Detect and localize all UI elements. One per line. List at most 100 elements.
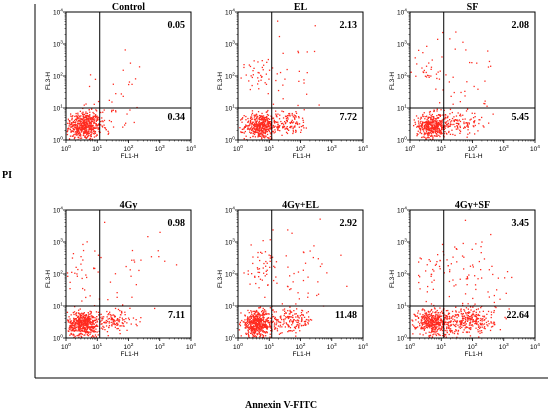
data-point: [97, 127, 99, 129]
data-point: [260, 129, 263, 131]
data-point: [258, 126, 260, 128]
data-point: [439, 70, 441, 72]
data-point: [302, 119, 304, 121]
data-point: [93, 115, 95, 117]
data-point: [94, 114, 97, 117]
data-point: [90, 134, 92, 136]
data-point: [298, 80, 300, 82]
data-point: [426, 264, 428, 266]
data-point: [469, 132, 471, 134]
data-point: [92, 327, 94, 329]
data-point: [68, 123, 71, 125]
data-point: [84, 329, 86, 331]
data-point: [483, 326, 486, 328]
data-point: [76, 275, 78, 277]
data-point: [247, 319, 249, 322]
data-point: [437, 123, 440, 126]
data-point: [90, 117, 92, 119]
data-point: [258, 330, 260, 332]
data-point: [256, 324, 258, 326]
data-point: [310, 319, 313, 321]
data-point: [250, 132, 252, 134]
data-point: [419, 333, 421, 335]
data-point: [262, 319, 264, 321]
data-point: [101, 316, 103, 318]
data-point: [118, 321, 120, 323]
data-point: [436, 121, 438, 123]
data-point: [251, 326, 253, 328]
data-point: [79, 314, 81, 316]
data-point: [93, 113, 95, 115]
data-point: [84, 328, 86, 331]
data-point: [443, 133, 445, 135]
data-point: [258, 321, 260, 324]
data-point: [258, 114, 261, 117]
data-point: [249, 321, 251, 324]
data-point: [431, 308, 433, 311]
data-point: [103, 326, 105, 328]
y-tick-label: 100: [225, 334, 235, 343]
data-point: [247, 309, 249, 312]
data-point: [450, 323, 452, 326]
data-point: [261, 76, 263, 78]
data-point: [258, 125, 260, 127]
data-point: [103, 109, 105, 111]
data-point: [84, 324, 87, 326]
data-point: [78, 117, 80, 119]
data-point: [251, 76, 253, 79]
data-point: [499, 329, 501, 331]
data-point: [89, 327, 92, 329]
data-point: [448, 326, 450, 328]
data-point: [423, 328, 426, 330]
data-point: [430, 303, 433, 305]
data-point: [420, 120, 422, 123]
data-point: [441, 327, 443, 329]
data-point: [479, 311, 481, 313]
data-point: [80, 317, 82, 319]
data-point: [493, 301, 495, 304]
data-point: [87, 331, 89, 334]
data-point: [431, 118, 433, 121]
data-point: [79, 321, 82, 323]
data-point: [477, 130, 479, 132]
data-point: [508, 308, 510, 310]
y-tick-label: 104: [53, 8, 63, 17]
data-point: [449, 121, 452, 123]
y-tick-label: 101: [225, 302, 235, 311]
data-point: [274, 328, 276, 330]
data-point: [426, 118, 428, 121]
data-point: [255, 129, 257, 132]
y-tick-label: 100: [225, 136, 235, 145]
data-point: [432, 327, 434, 329]
data-point: [269, 257, 271, 259]
data-point: [73, 129, 75, 131]
data-point: [85, 126, 87, 128]
data-point: [414, 123, 417, 125]
data-point: [251, 321, 253, 323]
data-point: [126, 329, 128, 331]
data-point: [417, 326, 419, 328]
data-point: [427, 321, 429, 323]
data-point: [463, 121, 465, 123]
data-point: [112, 314, 115, 316]
data-point: [95, 109, 97, 111]
data-point: [423, 69, 425, 72]
data-point: [286, 128, 289, 130]
data-point: [479, 330, 481, 332]
data-point: [261, 66, 263, 69]
data-point: [431, 336, 434, 338]
data-point: [102, 121, 104, 123]
data-point: [263, 262, 265, 265]
data-point: [261, 60, 263, 62]
data-point: [263, 127, 266, 129]
data-point: [438, 333, 440, 336]
data-point: [441, 132, 443, 135]
y-tick-label: 104: [397, 206, 407, 215]
data-point: [87, 131, 89, 134]
y-tick-label: 103: [225, 238, 235, 247]
data-point: [96, 320, 98, 322]
data-point: [443, 323, 445, 325]
data-point: [453, 123, 455, 126]
data-point: [469, 335, 472, 337]
data-point: [76, 117, 78, 119]
